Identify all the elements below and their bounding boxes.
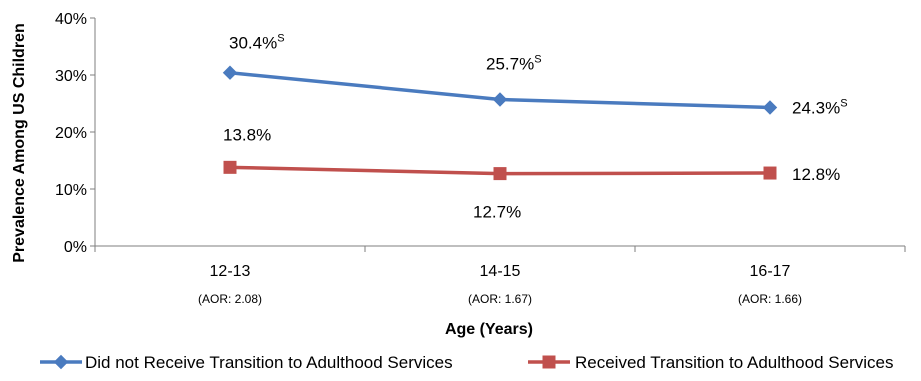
y-tick-label: 20% [55, 125, 87, 142]
y-tick-label: 30% [55, 68, 87, 85]
data-label: 25.7%S [486, 54, 542, 74]
data-point [763, 166, 777, 180]
x-tick-sublabel: (AOR: 2.08) [198, 292, 262, 306]
x-tick-label: 12-13 [210, 263, 251, 280]
data-point [493, 167, 507, 181]
x-tick-sublabel: (AOR: 1.66) [738, 292, 802, 306]
y-tick-label: 10% [55, 182, 87, 199]
data-label: 12.8% [792, 165, 840, 184]
legend-swatch-marker [53, 354, 69, 370]
significance-superscript: S [840, 97, 847, 109]
axes [90, 17, 906, 252]
legend-swatch-marker [542, 355, 556, 369]
data-label: 12.7% [473, 203, 521, 222]
legend-label: Did not Receive Transition to Adulthood … [85, 353, 453, 372]
data-point [492, 92, 508, 107]
y-tick-label: 0% [64, 239, 87, 256]
y-axis-title: Prevalence Among US Children [11, 23, 28, 262]
x-category-labels: 12-13 (AOR: 2.08) 14-15 (AOR: 1.67) 16-17 (AO… [198, 263, 802, 306]
significance-superscript: S [277, 33, 284, 45]
x-tick-label: 14-15 [480, 263, 521, 280]
data-labels: 30.4%S 25.7%S 24.3%S 13.8% 12.7% 12.8% [223, 33, 848, 222]
y-tick-label: 40% [55, 11, 87, 28]
x-tick-sublabel: (AOR: 1.67) [468, 292, 532, 306]
data-label: 24.3%S [792, 97, 848, 117]
data-label: 30.4%S [229, 33, 285, 53]
legend-label: Received Transition to Adulthood Service… [575, 353, 893, 372]
data-label: 13.8% [223, 125, 271, 144]
x-tick-label: 16-17 [750, 263, 791, 280]
series-lines [222, 65, 778, 181]
data-point [762, 100, 778, 115]
significance-superscript: S [534, 54, 541, 66]
x-axis-title: Age (Years) [445, 321, 533, 338]
y-tick-labels: 0% 10% 20% 30% 40% [55, 11, 87, 256]
data-point [223, 160, 237, 174]
data-point [222, 65, 238, 80]
legend: Did not Receive Transition to Adulthood … [40, 353, 893, 372]
